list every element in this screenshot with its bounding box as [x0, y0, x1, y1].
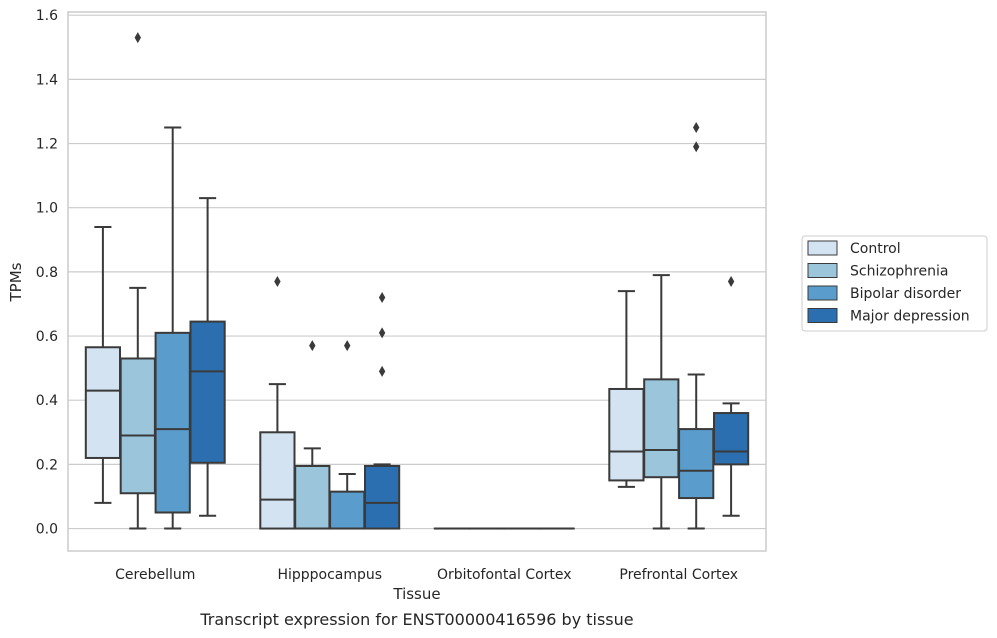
box-groups: [84, 32, 750, 530]
legend-frame: [801, 235, 988, 332]
box-body: [643, 378, 680, 479]
y-tick-label: 0.2: [36, 457, 58, 473]
y-tick-label: 1.6: [36, 8, 58, 24]
legend-label-3: Bipolar disorder: [850, 286, 961, 302]
y-tick-label: 0.6: [36, 329, 58, 345]
legend-label-2: Schizophrenia: [850, 264, 948, 280]
outlier-point: [274, 276, 281, 287]
box-4-4: [712, 276, 750, 517]
box-1-2: [119, 32, 156, 530]
x-tick-label: Prefrontal Cortex: [619, 567, 738, 583]
box-body: [294, 464, 331, 530]
box-body: [119, 357, 156, 495]
outlier-point: [134, 32, 141, 44]
x-axis-label: Tissue: [392, 585, 440, 603]
box-body: [712, 412, 750, 466]
legend-label-1: Control: [850, 241, 901, 257]
outlier-point: [693, 122, 700, 133]
y-axis-label: TPMs: [7, 262, 25, 302]
outlier-point: [344, 340, 351, 352]
y-tick-labels: 0.0 0.2 0.4 0.6 0.8 1.0 1.2 1.4 1.6: [36, 8, 58, 537]
legend-swatch-1: [807, 240, 838, 256]
box-2-4: [363, 292, 401, 530]
outlier-point: [727, 276, 735, 287]
plot-frame: [67, 11, 767, 552]
box-body: [363, 464, 401, 530]
box-4-1: [608, 290, 645, 488]
box-2-1: [259, 276, 296, 530]
legend-swatch-2: [807, 263, 838, 278]
x-tick-label: Orbitofontal Cortex: [437, 567, 572, 583]
y-tick-label: 0.0: [36, 522, 58, 538]
outlier-point: [309, 340, 316, 352]
legend-label-4: Major depression: [850, 309, 970, 325]
outlier-point: [378, 292, 386, 304]
legend: Control Schizophrenia Bipolar disorder Majo…: [801, 235, 988, 332]
legend-swatch-3: [807, 285, 838, 301]
chart-caption: Transcript expression for ENST0000041659…: [199, 610, 633, 629]
box-body: [259, 431, 296, 530]
box-body: [84, 346, 122, 459]
box-body: [189, 320, 226, 464]
y-tick-label: 0.4: [36, 393, 58, 409]
x-tick-labels: Cerebellum Hipppocampus Orbitofontal Corte…: [115, 567, 738, 583]
box-body: [329, 490, 366, 530]
box-body: [154, 331, 191, 514]
y-tick-label: 1.0: [36, 201, 58, 217]
box-1-1: [84, 225, 122, 504]
outlier-point: [378, 327, 386, 339]
box-1-4: [189, 197, 226, 517]
box-4-3: [678, 122, 715, 530]
outlier-point: [693, 141, 700, 153]
y-tick-label: 1.2: [36, 137, 58, 153]
box-2-2: [294, 340, 331, 530]
x-tick-label: Hipppocampus: [277, 567, 382, 583]
box-2-3: [329, 340, 366, 530]
legend-swatch-4: [807, 308, 838, 323]
box-4-2: [643, 274, 680, 530]
y-tick-label: 1.4: [36, 72, 58, 88]
y-tick-label: 0.8: [36, 265, 58, 281]
x-tick-label: Cerebellum: [115, 567, 195, 583]
outlier-point: [378, 365, 386, 377]
box-1-3: [154, 126, 191, 530]
box-body: [608, 387, 645, 482]
box-body: [678, 428, 715, 500]
